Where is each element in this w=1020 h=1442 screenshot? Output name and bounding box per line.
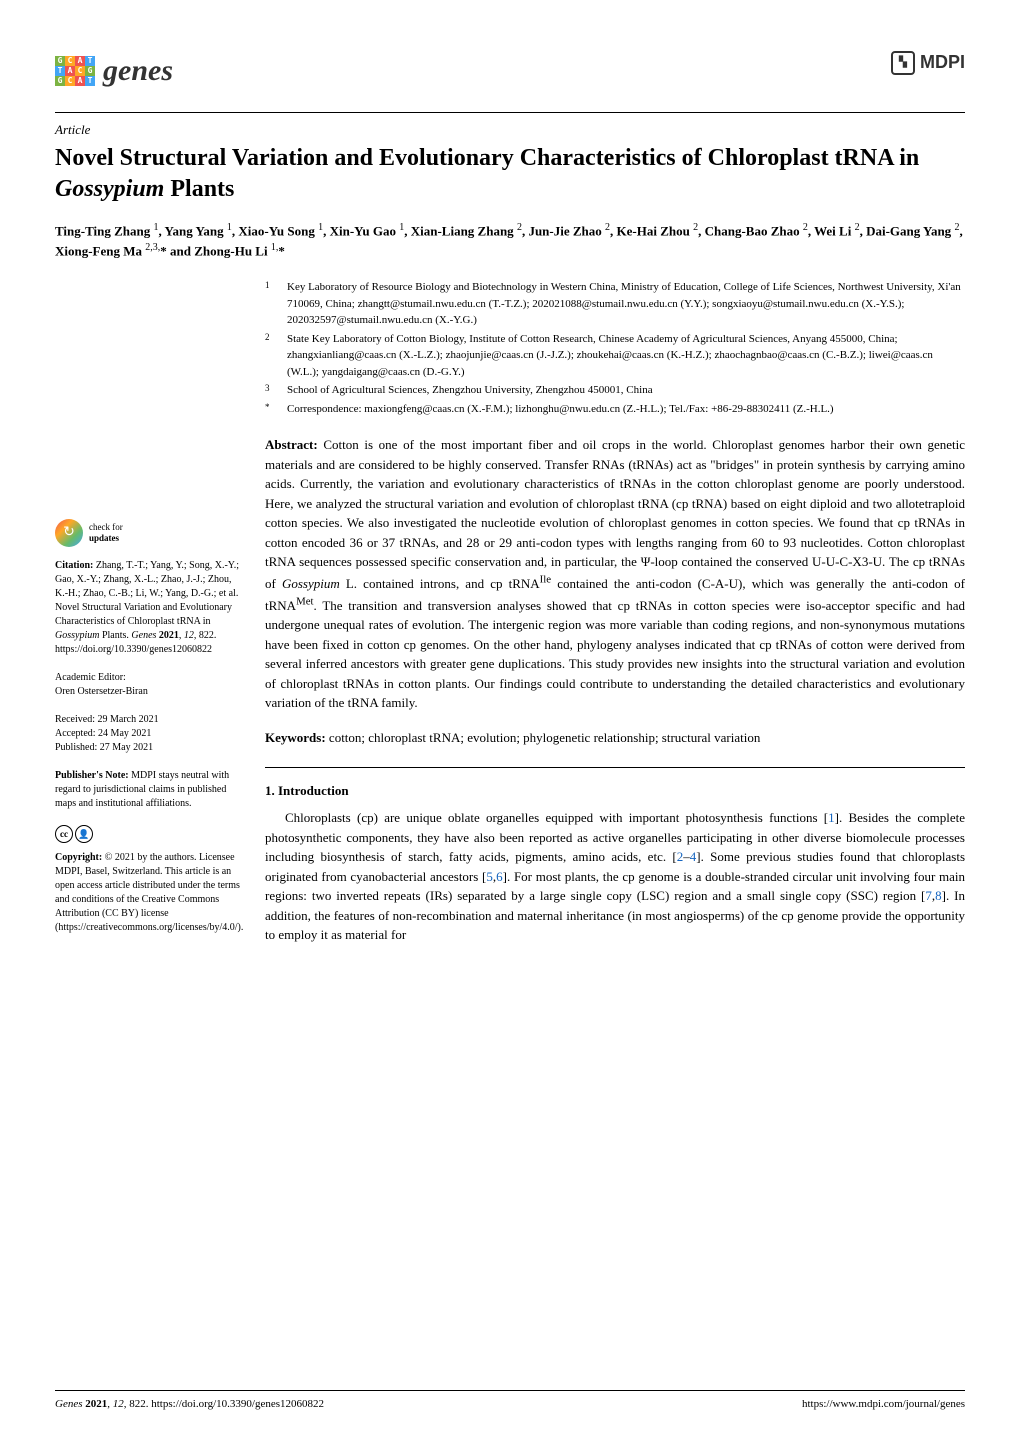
- footer-citation: Genes 2021, 12, 822. https://doi.org/10.…: [55, 1397, 324, 1412]
- section-divider: [265, 767, 965, 768]
- correspondence-marker: *: [265, 401, 277, 418]
- copyright-label: Copyright:: [55, 852, 102, 863]
- license-block: cc 👤 Copyright: © 2021 by the authors. L…: [55, 825, 240, 935]
- accepted-label: Accepted:: [55, 728, 96, 739]
- dates-block: Received: 29 March 2021 Accepted: 24 May…: [55, 713, 240, 755]
- affiliations: 1 Key Laboratory of Resource Biology and…: [265, 279, 965, 417]
- correspondence-text: Correspondence: maxiongfeng@caas.cn (X.-…: [287, 401, 834, 418]
- editor-label: Academic Editor:: [55, 671, 240, 685]
- publisher-name: MDPI: [920, 50, 965, 75]
- journal-name: genes: [103, 50, 173, 92]
- citation-text: Zhang, T.-T.; Yang, Y.; Song, X.-Y.; Gao…: [55, 560, 239, 655]
- publishers-note-block: Publisher's Note: MDPI stays neutral wit…: [55, 769, 240, 811]
- published-date: 27 May 2021: [97, 742, 153, 753]
- citation-block: Citation: Zhang, T.-T.; Yang, Y.; Song, …: [55, 559, 240, 657]
- footer-url[interactable]: https://www.mdpi.com/journal/genes: [802, 1397, 965, 1412]
- affiliation-1: 1 Key Laboratory of Resource Biology and…: [265, 279, 965, 329]
- keywords-label: Keywords:: [265, 730, 326, 745]
- affiliation-num: 1: [265, 279, 277, 329]
- sidebar: check forupdates Citation: Zhang, T.-T.;…: [55, 279, 240, 949]
- check-updates-badge[interactable]: check forupdates: [55, 519, 240, 547]
- article-type: Article: [55, 121, 965, 139]
- page-header: GCAT TACG GCAT genes ▚ MDPI: [55, 50, 965, 92]
- check-updates-text: check forupdates: [89, 522, 123, 544]
- copyright-text: © 2021 by the authors. Licensee MDPI, Ba…: [55, 852, 243, 933]
- affiliation-2: 2 State Key Laboratory of Cotton Biology…: [265, 331, 965, 381]
- abstract-text: Cotton is one of the most important fibe…: [265, 437, 965, 710]
- affiliation-num: 3: [265, 382, 277, 399]
- journal-logo: GCAT TACG GCAT genes: [55, 50, 173, 92]
- main-content: 1 Key Laboratory of Resource Biology and…: [265, 279, 965, 949]
- published-label: Published:: [55, 742, 97, 753]
- keywords-text: cotton; chloroplast tRNA; evolution; phy…: [326, 730, 761, 745]
- affiliation-text: Key Laboratory of Resource Biology and B…: [287, 279, 965, 329]
- received-label: Received:: [55, 714, 95, 725]
- header-divider: [55, 112, 965, 113]
- article-title: Novel Structural Variation and Evolution…: [55, 143, 965, 205]
- logo-grid-icon: GCAT TACG GCAT: [55, 56, 95, 86]
- by-icon: 👤: [75, 825, 93, 843]
- mdpi-icon: ▚: [891, 51, 915, 75]
- affiliation-text: School of Agricultural Sciences, Zhengzh…: [287, 382, 653, 399]
- abstract: Abstract: Cotton is one of the most impo…: [265, 435, 965, 713]
- editor-name: Oren Ostersetzer-Biran: [55, 685, 240, 699]
- editor-block: Academic Editor: Oren Ostersetzer-Biran: [55, 671, 240, 699]
- publisher-logo: ▚ MDPI: [891, 50, 965, 75]
- authors-list: Ting-Ting Zhang 1, Yang Yang 1, Xiao-Yu …: [55, 220, 965, 262]
- intro-paragraph: Chloroplasts (cp) are unique oblate orga…: [265, 808, 965, 945]
- keywords: Keywords: cotton; chloroplast tRNA; evol…: [265, 729, 965, 747]
- citation-label: Citation:: [55, 560, 93, 571]
- correspondence: * Correspondence: maxiongfeng@caas.cn (X…: [265, 401, 965, 418]
- affiliation-text: State Key Laboratory of Cotton Biology, …: [287, 331, 965, 381]
- cc-icon: cc: [55, 825, 73, 843]
- affiliation-num: 2: [265, 331, 277, 381]
- abstract-label: Abstract:: [265, 437, 318, 452]
- section-heading-intro: 1. Introduction: [265, 782, 965, 800]
- page-footer: Genes 2021, 12, 822. https://doi.org/10.…: [55, 1390, 965, 1412]
- note-label: Publisher's Note:: [55, 770, 129, 781]
- affiliation-3: 3 School of Agricultural Sciences, Zheng…: [265, 382, 965, 399]
- received-date: 29 March 2021: [95, 714, 159, 725]
- accepted-date: 24 May 2021: [96, 728, 152, 739]
- cc-badge: cc 👤: [55, 825, 93, 843]
- check-updates-icon: [55, 519, 83, 547]
